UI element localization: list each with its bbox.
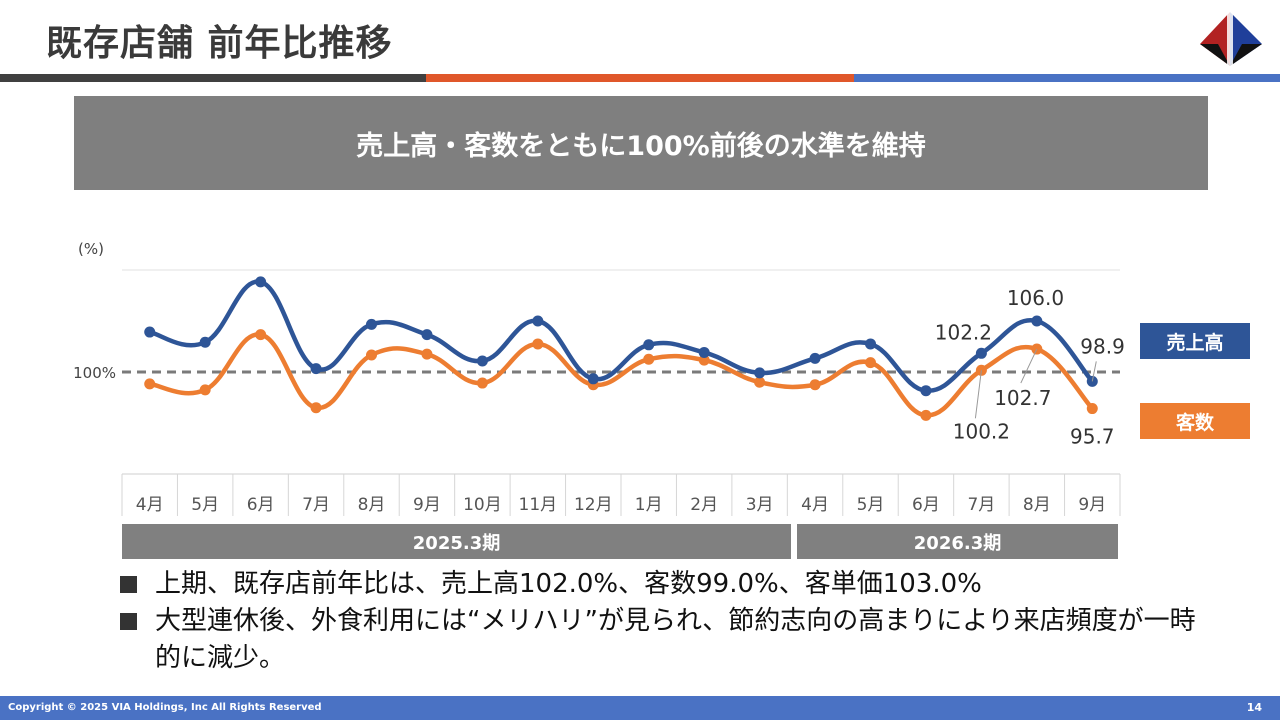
data-point-customers	[920, 409, 932, 421]
x-tick-label: 12月	[574, 495, 613, 515]
data-point-customers	[366, 349, 377, 361]
data-point-sales	[754, 367, 766, 379]
data-point-customers	[310, 402, 322, 414]
bullet-list: 上期、既存店前年比は、売上高102.0%、客数99.0%、客単価103.0% 大…	[118, 566, 1238, 677]
x-tick-label: 4月	[136, 495, 164, 515]
leader-line	[1020, 348, 1038, 384]
x-tick-label: 7月	[967, 495, 995, 515]
leader-line	[1091, 361, 1097, 382]
data-label: 102.2	[935, 320, 992, 344]
data-point-sales	[532, 315, 544, 327]
bullet-item: 大型連休後、外食利用には“メリハリ”が見られ、節約志向の高まりにより来店頻度が一…	[118, 603, 1238, 677]
data-point-customers	[865, 357, 876, 369]
data-label: 100.2	[953, 419, 1010, 443]
bullet-square-icon	[120, 613, 137, 630]
bullet-text: 大型連休後、外食利用には“メリハリ”が見られ、節約志向の高まりにより来店頻度が一…	[155, 606, 1196, 673]
page-title: 既存店舗 前年比推移	[46, 23, 393, 64]
data-point-sales	[476, 355, 488, 367]
data-point-customers	[255, 329, 267, 341]
data-point-sales	[587, 373, 599, 385]
data-label: 95.7	[1070, 425, 1115, 449]
data-point-customers	[643, 353, 655, 365]
x-tick-label: 3月	[746, 495, 774, 515]
bullet-text: 上期、既存店前年比は、売上高102.0%、客数99.0%、客単価103.0%	[155, 569, 982, 599]
data-label: 98.9	[1080, 334, 1125, 358]
x-tick-label: 8月	[1023, 495, 1051, 515]
header-rule-dark	[0, 74, 426, 82]
page-number: 14	[1246, 701, 1262, 714]
data-point-sales	[865, 338, 876, 350]
data-point-customers	[754, 376, 766, 388]
reference-label: 100%	[73, 364, 116, 382]
x-tick-label: 7月	[302, 495, 330, 515]
period-2025: 2025.3期	[122, 524, 791, 559]
data-point-customers	[144, 378, 156, 390]
data-label: 102.7	[994, 386, 1051, 410]
bullet-item: 上期、既存店前年比は、売上高102.0%、客数99.0%、客単価103.0%	[118, 566, 1238, 603]
data-point-customers	[809, 379, 821, 391]
x-tick-label: 8月	[358, 495, 386, 515]
copyright: Copyright © 2025 VIA Holdings, Inc All R…	[8, 702, 322, 713]
data-point-sales	[643, 339, 655, 351]
data-label: 106.0	[1007, 286, 1064, 310]
x-tick-label: 2月	[690, 495, 718, 515]
data-point-sales	[199, 336, 211, 348]
header-rule-blue	[854, 74, 1280, 82]
x-tick-label: 6月	[912, 495, 940, 515]
data-point-sales	[366, 318, 377, 330]
data-point-sales	[255, 276, 267, 288]
data-point-sales	[698, 346, 710, 358]
leader-line	[974, 370, 982, 419]
data-point-sales	[421, 329, 433, 341]
header-rule-orange	[426, 74, 854, 82]
period-2026: 2026.3期	[797, 524, 1118, 559]
x-tick-label: 4月	[801, 495, 829, 515]
x-tick-label: 10月	[463, 495, 502, 515]
data-point-sales	[1031, 315, 1043, 327]
data-point-sales	[975, 347, 987, 359]
legend-customers: 客数	[1140, 403, 1250, 439]
x-tick-label: 9月	[1078, 495, 1106, 515]
series-line-customers	[147, 332, 1095, 418]
data-point-sales	[310, 363, 322, 375]
x-tick-label: 5月	[191, 495, 219, 515]
x-tick-label: 1月	[635, 495, 663, 515]
data-point-customers	[532, 338, 544, 350]
footer-bar: Copyright © 2025 VIA Holdings, Inc All R…	[0, 696, 1280, 720]
bullet-square-icon	[120, 576, 137, 593]
data-point-customers	[421, 348, 433, 360]
x-tick-label: 11月	[519, 495, 558, 515]
company-logo	[1200, 10, 1262, 68]
x-tick-label: 9月	[413, 495, 441, 515]
summary-banner: 売上高・客数をともに100%前後の水準を維持	[74, 96, 1208, 190]
data-point-customers	[698, 354, 710, 366]
x-tick-label: 5月	[857, 495, 885, 515]
data-point-sales	[920, 385, 932, 397]
series-line-sales	[147, 279, 1095, 393]
legend-sales: 売上高	[1140, 323, 1250, 359]
y-unit-label: (%)	[78, 240, 104, 258]
x-tick-label: 6月	[247, 495, 275, 515]
data-point-sales	[144, 326, 156, 338]
data-point-customers	[199, 384, 211, 396]
data-point-sales	[809, 352, 821, 364]
data-point-customers	[476, 377, 488, 389]
data-point-customers	[1086, 403, 1098, 415]
